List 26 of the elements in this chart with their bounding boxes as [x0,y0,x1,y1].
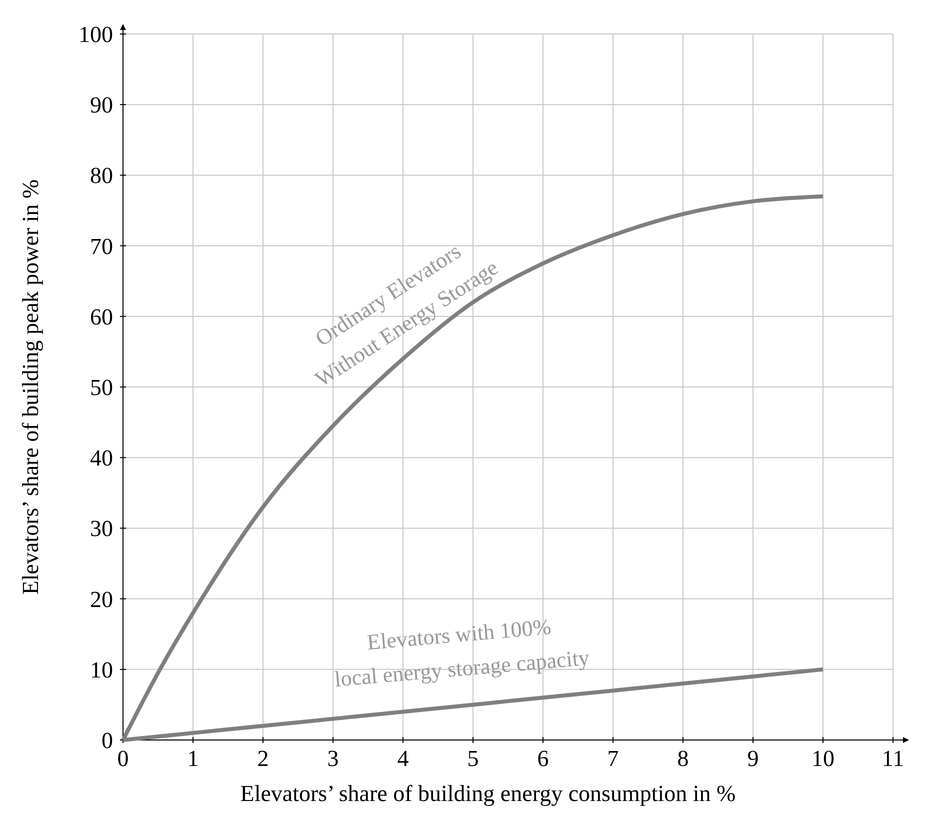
x-tick-label: 2 [257,746,269,771]
y-tick-label: 0 [102,728,113,753]
x-tick-label: 0 [117,746,129,771]
y-axis-title: Elevators’ share of building peak power in % [18,179,43,595]
x-tick-label: 10 [812,746,834,771]
y-tick-label: 10 [90,657,113,682]
y-tick-label: 80 [90,163,113,188]
y-tick-label: 70 [90,234,113,259]
x-tick-label: 8 [677,746,689,771]
y-tick-label: 30 [90,516,113,542]
x-tick-label: 6 [537,746,549,771]
x-tick-label: 4 [397,746,410,771]
y-tick-label: 60 [90,304,113,330]
y-tick-label: 20 [90,586,113,612]
x-tick-label: 5 [467,746,479,771]
x-axis-title: Elevators’ share of building energy consumption in % [240,781,736,806]
x-tick-label: 3 [327,746,339,771]
x-tick-label: 1 [187,746,199,771]
x-tick-label: 9 [747,746,759,771]
y-tick-label: 40 [90,446,113,471]
series-label: Elevators with 100% local energy storage capacity [334,614,590,692]
x-tick-label: 11 [882,746,904,771]
y-tick-label: 90 [90,92,113,118]
y-tick-label: 50 [90,375,113,400]
y-tick-label: 100 [78,22,113,47]
x-tick-label: 7 [607,746,619,771]
